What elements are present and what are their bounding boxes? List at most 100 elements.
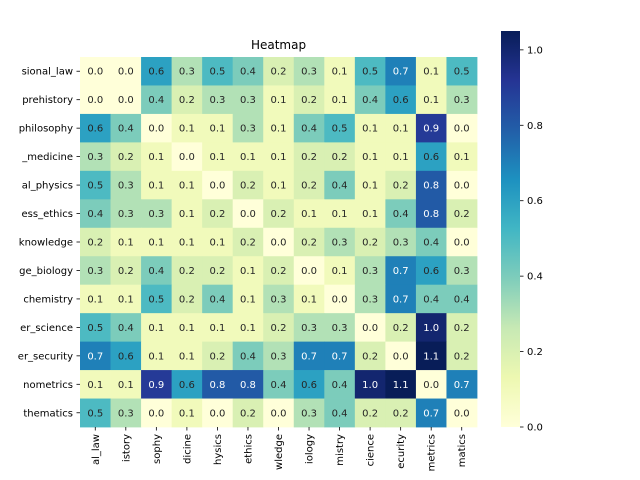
heatmap-cell [293,227,325,257]
heatmap-cell [415,227,447,257]
cell-value-label: 0.2 [271,323,287,334]
heatmap-cell [141,57,173,86]
row-tick-label: prehistory [22,95,73,106]
column-tick-label: dicine [182,434,193,464]
heatmap-cell [293,284,325,314]
heatmap-cell [324,256,356,286]
heatmap-cell [415,113,447,143]
cell-value-label: 0.2 [118,266,134,277]
heatmap-cell [263,370,295,399]
cell-value-label: 0.1 [362,209,378,220]
cell-value-label: 0.3 [148,209,164,220]
heatmap-cell [110,370,142,399]
heatmap-cell [110,256,142,286]
heatmap-cell [110,199,142,229]
cell-value-label: 0.5 [332,124,348,135]
heatmap-cell [385,85,417,115]
heatmap-cell [232,170,264,200]
cell-value-label: 0.1 [148,323,164,334]
heatmap-cell [80,284,111,314]
heatmap-cell [202,113,234,143]
column-tick-label: istory [121,434,132,462]
cell-value-label: 0.7 [332,351,348,362]
cell-value-label: 0.1 [179,323,195,334]
cell-value-label: 0.2 [240,238,256,249]
heatmap-cell [232,284,264,314]
cell-value-label: 0.1 [301,294,317,305]
heatmap-cell [80,85,111,115]
heatmap-cell [293,256,325,286]
heatmap-cell [293,85,325,115]
heatmap-cell [110,113,142,143]
cell-value-label: 0.5 [209,67,225,78]
cell-value-label: 0.1 [87,294,103,305]
cell-value-label: 0.1 [362,181,378,192]
heatmap-cell [202,170,234,200]
heatmap-cell [202,370,234,399]
cell-value-label: 0.3 [454,95,470,106]
heatmap-cell [80,227,111,257]
cell-value-label: 0.0 [209,408,225,419]
row-tick-label: er_science [20,323,73,334]
heatmap-cell [354,341,386,371]
cell-value-label: 0.3 [271,351,287,362]
cell-value-label: 0.4 [423,238,439,249]
heatmap-cell [385,142,417,172]
cell-value-label: 0.1 [271,152,287,163]
heatmap-cell [263,113,295,143]
cell-value-label: 0.2 [301,238,317,249]
heatmap-cell [232,113,264,143]
cell-value-label: 0.2 [209,351,225,362]
cell-value-label: 0.8 [240,380,256,391]
column-tick-label: iology [305,434,316,464]
heatmap-cell [415,199,447,229]
cell-value-label: 0.1 [87,380,103,391]
colorbar-tick-label: 0.8 [527,121,543,132]
heatmap-cell [232,227,264,257]
cell-value-label: 0.4 [332,408,348,419]
heatmap-cells: 0.0 0.0 0.6 0.3 0.5 0.4 0.2 0.3 0.1 0.5 0.7 0.1 0.5 0… [80,57,478,428]
heatmap-cell [141,142,173,172]
heatmap-cell [202,341,234,371]
cell-value-label: 0.0 [423,380,439,391]
heatmap-cell [446,284,478,314]
heatmap-cell [232,85,264,115]
cell-value-label: 0.1 [209,238,225,249]
heatmap-cell [385,227,417,257]
cell-value-label: 0.2 [209,266,225,277]
cell-value-label: 0.2 [271,209,287,220]
cell-value-label: 0.4 [240,351,256,362]
cell-value-label: 0.5 [148,294,164,305]
cell-value-label: 0.2 [393,408,409,419]
cell-value-label: 0.0 [87,95,103,106]
heatmap-cell [141,199,173,229]
heatmap-cell [171,199,203,229]
cell-value-label: 0.1 [240,323,256,334]
heatmap-cell [385,57,417,86]
heatmap-cell [385,113,417,143]
heatmap-cell [385,398,417,428]
colorbar-tick-label: 0.2 [527,347,543,358]
heatmap-cell [324,313,356,343]
heatmap-cell [141,227,173,257]
cell-value-label: 0.6 [87,124,103,135]
heatmap-cell [385,313,417,343]
cell-value-label: 0.0 [393,351,409,362]
heatmap-cell [415,256,447,286]
cell-value-label: 0.0 [271,408,287,419]
cell-value-label: 0.6 [118,351,134,362]
row-tick-label: er_security [18,351,73,362]
heatmap-cell [446,313,478,343]
cell-value-label: 0.1 [240,294,256,305]
heatmap-cell [171,284,203,314]
row-tick-label: _medicine [21,152,73,163]
heatmap-cell [171,256,203,286]
heatmap-cell [263,170,295,200]
cell-value-label: 0.3 [301,67,317,78]
heatmap-cell [202,85,234,115]
heatmap-cell [232,142,264,172]
cell-value-label: 0.0 [118,95,134,106]
column-tick-label: mistry [335,434,346,466]
heatmap-cell [446,113,478,143]
heatmap-cell [415,142,447,172]
